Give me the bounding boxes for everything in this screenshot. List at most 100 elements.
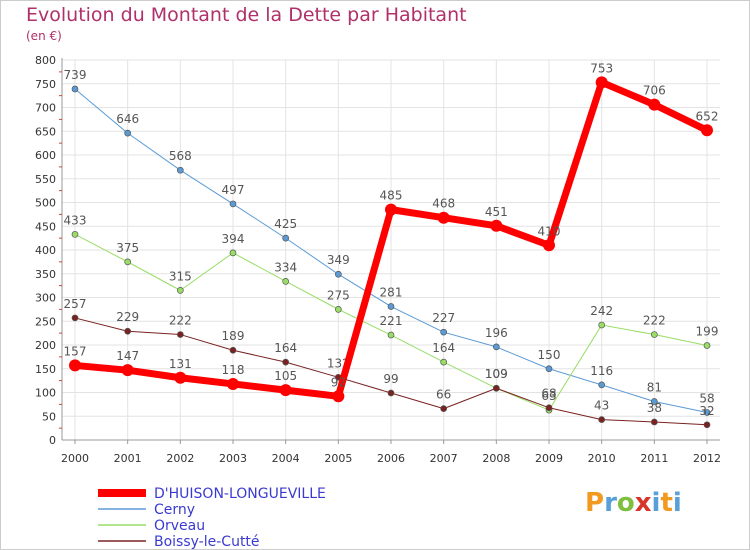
data-label-d-huison-longueville: 118: [222, 363, 245, 377]
data-point-d-huison-longueville: [332, 390, 345, 403]
proxiti-logo: Proxiti: [585, 488, 682, 518]
data-point-boissy-le-cutt-: [282, 358, 290, 366]
data-label-orveau: 164: [432, 341, 455, 355]
data-point-boissy-le-cutt-: [440, 405, 448, 412]
data-label-orveau: 199: [696, 324, 719, 338]
data-point-d-huison-longueville: [227, 377, 239, 390]
y-tick-label: 550: [35, 173, 56, 186]
data-label-d-huison-longueville: 468: [432, 197, 455, 211]
data-point-d-huison-longueville: [437, 211, 450, 224]
data-label-orveau: 242: [590, 304, 613, 318]
chart-title: Evolution du Montant de la Dette par Hab…: [26, 4, 467, 26]
data-point-orveau: [703, 342, 711, 349]
data-label-cerny: 196: [485, 326, 508, 340]
y-tick-label: 300: [35, 292, 56, 305]
y-tick-label: 400: [35, 244, 56, 257]
y-tick-label: 700: [35, 102, 56, 115]
y-tick-label: 250: [35, 315, 56, 328]
y-tick-label: 50: [42, 410, 56, 423]
data-label-cerny: 425: [274, 217, 297, 231]
y-tick-label: 0: [49, 434, 56, 447]
data-label-orveau: 334: [274, 260, 297, 274]
data-point-cerny: [650, 398, 658, 405]
data-label-boissy-le-cutt-: 229: [116, 310, 139, 324]
x-tick-label: 2009: [535, 452, 563, 465]
data-label-orveau: 63: [541, 389, 556, 403]
data-label-d-huison-longueville: 485: [380, 189, 403, 203]
data-point-d-huison-longueville: [648, 98, 661, 111]
data-point-boissy-le-cutt-: [387, 389, 395, 397]
legend-label-d-huison-longueville: D'HUISON-LONGUEVILLE: [154, 486, 326, 502]
data-point-d-huison-longueville: [595, 76, 608, 89]
data-label-orveau: 221: [380, 314, 403, 328]
data-label-orveau: 315: [169, 269, 192, 283]
data-label-boissy-le-cutt-: 164: [274, 341, 297, 355]
data-point-orveau: [71, 230, 79, 238]
data-label-boissy-le-cutt-: 43: [594, 399, 609, 413]
data-point-cerny: [334, 270, 342, 278]
data-label-cerny: 81: [647, 381, 662, 395]
legend-label-orveau: Orveau: [154, 518, 205, 534]
y-tick-label: 100: [35, 387, 56, 400]
data-point-cerny: [124, 129, 132, 137]
data-label-cerny: 497: [222, 183, 245, 197]
data-point-d-huison-longueville: [490, 219, 503, 232]
data-point-orveau: [282, 278, 290, 285]
data-label-d-huison-longueville: 652: [696, 109, 719, 123]
data-label-d-huison-longueville: 706: [643, 84, 666, 98]
data-label-d-huison-longueville: 131: [169, 357, 192, 371]
data-point-orveau: [334, 306, 342, 313]
data-point-orveau: [598, 321, 606, 329]
y-tick-label: 600: [35, 149, 56, 162]
data-label-orveau: 433: [64, 213, 87, 227]
data-point-orveau: [229, 249, 237, 257]
data-label-cerny: 281: [380, 286, 403, 300]
data-label-d-huison-longueville: 105: [274, 369, 297, 383]
data-point-d-huison-longueville: [121, 364, 134, 377]
data-label-boissy-le-cutt-: 38: [647, 401, 662, 415]
x-tick-label: 2005: [324, 452, 352, 465]
data-point-cerny: [229, 200, 237, 208]
data-label-boissy-le-cutt-: 222: [169, 314, 192, 328]
data-label-boissy-le-cutt-: 66: [436, 388, 451, 402]
data-label-orveau: 222: [643, 314, 666, 328]
x-tick-label: 2004: [272, 452, 300, 465]
data-label-d-huison-longueville: 147: [116, 349, 139, 363]
y-tick-label: 350: [35, 268, 56, 281]
data-label-orveau: 275: [327, 288, 350, 302]
y-tick-label: 750: [35, 78, 56, 91]
data-label-orveau: 375: [116, 241, 139, 255]
data-point-boissy-le-cutt-: [545, 404, 553, 412]
data-label-boissy-le-cutt-: 99: [383, 372, 398, 386]
x-tick-label: 2010: [588, 452, 616, 465]
data-label-d-huison-longueville: 410: [538, 224, 561, 238]
data-point-cerny: [440, 328, 448, 336]
data-point-boissy-le-cutt-: [71, 314, 79, 322]
legend-label-cerny: Cerny: [154, 502, 195, 518]
data-label-cerny: 568: [169, 149, 192, 163]
data-point-d-huison-longueville: [385, 203, 397, 216]
data-point-cerny: [176, 166, 184, 174]
x-tick-label: 2003: [219, 452, 247, 465]
data-point-cerny: [282, 234, 290, 242]
x-tick-label: 2001: [114, 452, 142, 465]
data-label-d-huison-longueville: 451: [485, 205, 508, 219]
data-point-cerny: [492, 343, 500, 351]
data-label-boissy-le-cutt-: 257: [64, 297, 87, 311]
data-point-d-huison-longueville: [174, 371, 187, 384]
data-label-cerny: 349: [327, 253, 350, 267]
data-point-orveau: [124, 258, 132, 266]
data-label-cerny: 646: [116, 112, 139, 126]
legend-label-boissy-le-cutt-: Boissy-le-Cutté: [154, 534, 260, 550]
data-label-boissy-le-cutt-: 189: [222, 329, 245, 343]
x-tick-label: 2000: [61, 452, 89, 465]
data-label-d-huison-longueville: 753: [590, 61, 613, 75]
x-tick-label: 2006: [377, 452, 405, 465]
data-point-boissy-le-cutt-: [598, 416, 606, 423]
x-tick-label: 2007: [430, 452, 458, 465]
x-tick-label: 2008: [482, 452, 510, 465]
data-point-cerny: [71, 85, 79, 93]
data-label-orveau: 394: [222, 232, 245, 246]
